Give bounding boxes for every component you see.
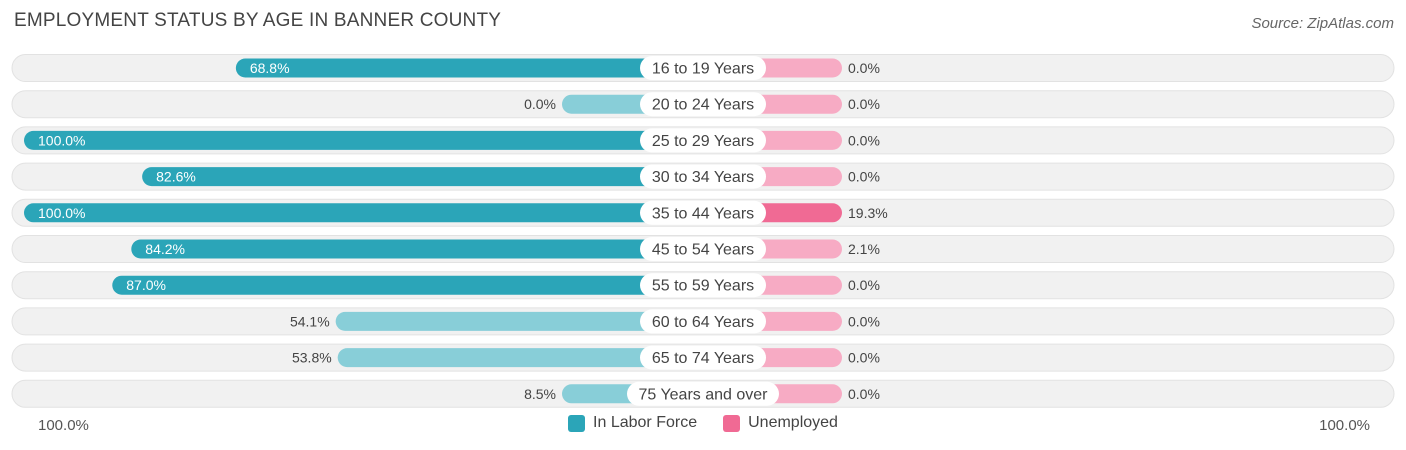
labor-force-bar [235, 58, 703, 78]
labor-force-value: 100.0% [38, 132, 85, 148]
unemployed-value: 0.0% [848, 313, 880, 329]
labor-force-value: 54.1% [290, 313, 330, 329]
legend-label-unemployed: Unemployed [748, 414, 838, 431]
unemployed-value: 0.0% [848, 350, 880, 366]
chart-title: EMPLOYMENT STATUS BY AGE IN BANNER COUNT… [14, 10, 502, 31]
legend-label-labor-force: In Labor Force [593, 414, 698, 431]
labor-force-bar [24, 130, 703, 150]
unemployed-value: 19.3% [848, 205, 888, 221]
labor-force-bar [112, 275, 703, 295]
source-label: Source: ZipAtlas.com [1251, 15, 1394, 32]
category-label: 65 to 74 Years [652, 350, 754, 367]
labor-force-value: 68.8% [250, 60, 290, 76]
labor-force-value: 8.5% [524, 386, 556, 402]
category-label: 25 to 29 Years [652, 133, 754, 150]
category-label: 55 to 59 Years [652, 278, 754, 295]
labor-force-bar [335, 311, 703, 331]
labor-force-value: 87.0% [126, 277, 166, 293]
labor-force-value: 0.0% [524, 96, 556, 112]
legend-item-unemployed: Unemployed [723, 414, 838, 432]
unemployed-value: 0.0% [848, 277, 880, 293]
category-label: 60 to 64 Years [652, 314, 754, 331]
labor-force-bar [142, 167, 703, 187]
category-pill [640, 164, 766, 189]
category-pill [640, 237, 766, 261]
unemployed-value: 0.0% [848, 386, 880, 402]
category-label: 35 to 44 Years [652, 205, 754, 222]
labor-force-value: 84.2% [145, 241, 185, 257]
labor-force-bar [337, 348, 703, 368]
category-label: 75 Years and over [639, 386, 769, 403]
labor-force-value: 100.0% [38, 205, 85, 221]
labor-force-value: 53.8% [292, 350, 332, 366]
legend-swatch-labor-force [568, 414, 586, 432]
unemployed-value: 0.0% [848, 169, 880, 185]
legend: In Labor Force Unemployed [0, 414, 1406, 432]
unemployed-value: 0.0% [848, 96, 880, 112]
category-label: 20 to 24 Years [652, 97, 754, 114]
category-pill [640, 128, 766, 153]
unemployed-value: 0.0% [848, 132, 880, 148]
unemployed-value: 2.1% [848, 241, 880, 257]
labor-force-bar [131, 239, 704, 259]
category-label: 30 to 34 Years [652, 169, 754, 186]
unemployed-value: 0.0% [848, 60, 880, 76]
legend-swatch-unemployed [723, 414, 741, 432]
category-pill [640, 56, 766, 80]
category-pill [627, 381, 779, 406]
category-pill [640, 273, 766, 298]
labor-force-value: 82.6% [156, 169, 196, 185]
category-pill [640, 200, 766, 225]
category-label: 16 to 19 Years [652, 61, 754, 78]
legend-item-labor-force: In Labor Force [568, 414, 697, 432]
category-pill [640, 309, 766, 334]
labor-force-bar [24, 203, 703, 223]
category-pill [640, 92, 766, 117]
category-pill [640, 345, 766, 370]
axis-label-right: 100.0% [1319, 417, 1370, 434]
category-label: 45 to 54 Years [652, 242, 754, 259]
axis-label-left: 100.0% [38, 417, 89, 434]
